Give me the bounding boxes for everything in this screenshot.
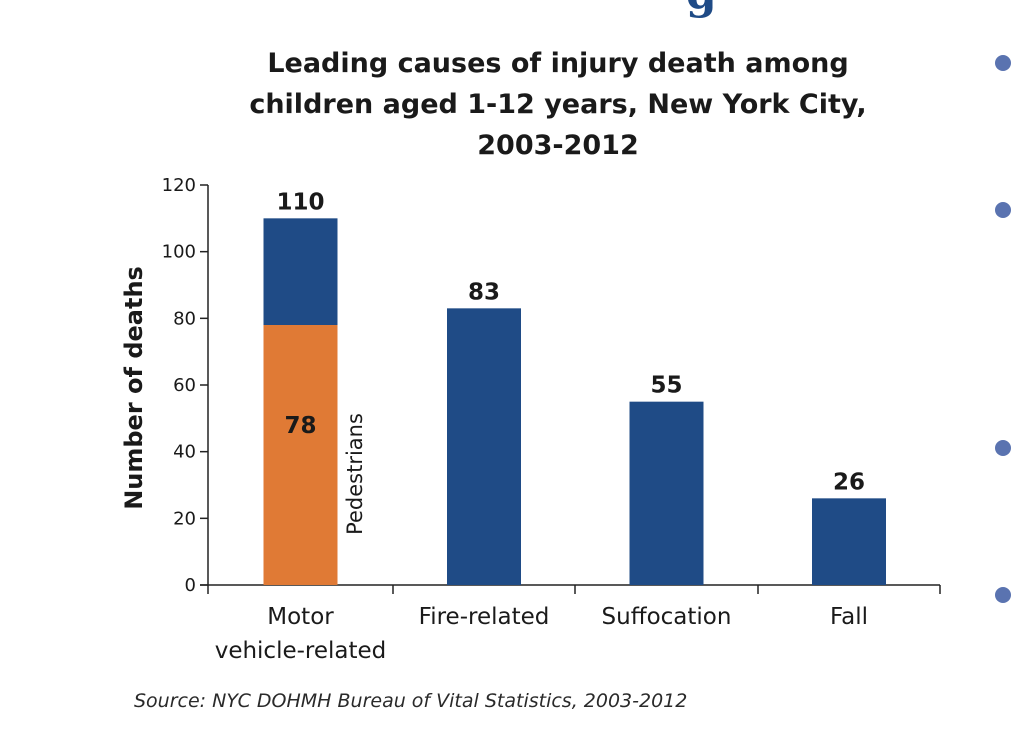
y-axis-label: Number of deaths (120, 266, 148, 510)
segment-data-label: 78 (284, 413, 316, 439)
y-tick-label: 120 (162, 175, 196, 196)
data-label: 26 (833, 469, 865, 495)
chart-bars (263, 218, 886, 586)
bullet-2 (995, 202, 1011, 218)
y-tick-label: 100 (162, 242, 196, 263)
data-label: 110 (276, 189, 324, 215)
x-category-label: Suffocation (602, 604, 732, 630)
y-tick-label: 40 (173, 442, 196, 463)
source-note: Source: NYC DOHMH Bureau of Vital Statis… (134, 690, 688, 712)
segment-annotation: Pedestrians (343, 413, 367, 535)
bullet-1 (995, 55, 1011, 71)
bar-segment-pedestrians (263, 325, 338, 585)
y-tick-label: 20 (173, 508, 196, 529)
chart-title-line: children aged 1-12 years, New York City, (249, 89, 866, 120)
data-label: 83 (468, 279, 500, 305)
x-category-label: Fire-related (419, 604, 550, 630)
chart-title: Leading causes of injury death among chil… (249, 48, 866, 161)
x-category-label: Fall (830, 604, 868, 630)
bar (629, 401, 704, 585)
y-tick-label: 0 (185, 575, 196, 596)
y-tick-label: 80 (173, 308, 196, 329)
bullet-3 (995, 440, 1011, 456)
bullet-4 (995, 587, 1011, 603)
chart-title-line: 2003-2012 (477, 130, 639, 161)
x-category-label: vehicle-related (215, 638, 387, 664)
data-label: 55 (650, 373, 682, 399)
chart-title-line: Leading causes of injury death among (267, 48, 848, 79)
chart-labels: 110 Motor vehicle-related 83 Fire-related 55 S… (215, 189, 868, 664)
bar (447, 308, 521, 585)
y-tick-label: 60 (173, 375, 196, 396)
x-category-label: Motor (267, 604, 334, 630)
bar (812, 498, 886, 585)
